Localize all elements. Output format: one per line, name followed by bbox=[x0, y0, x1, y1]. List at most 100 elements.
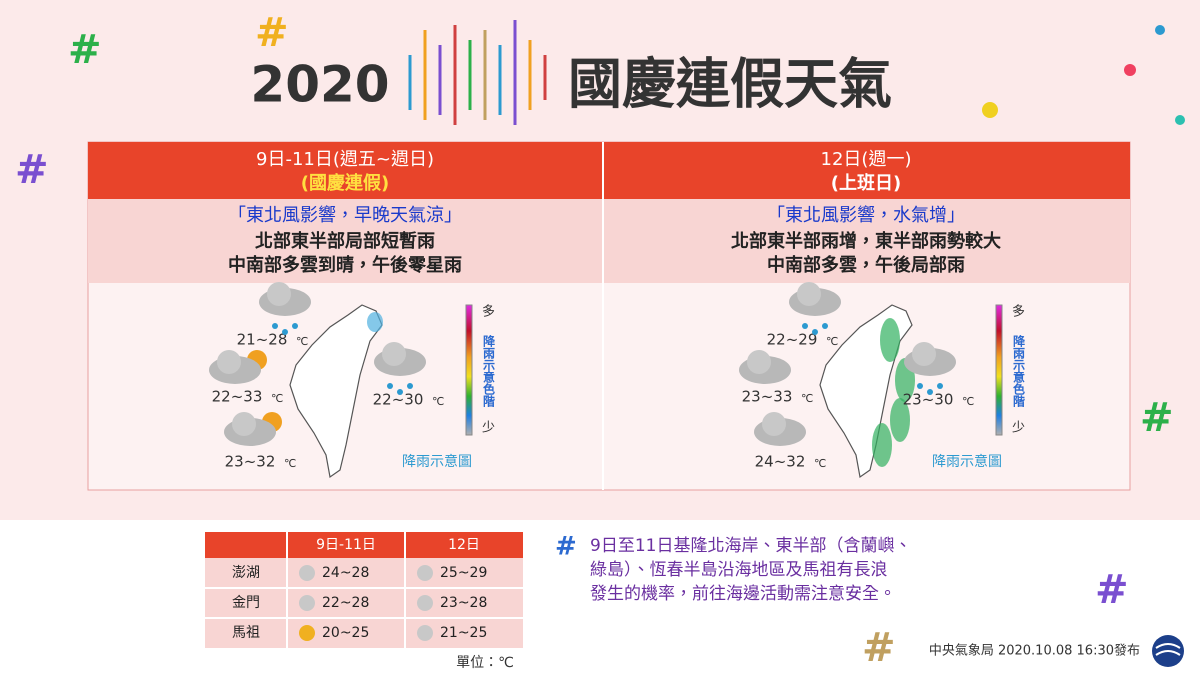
raindrop bbox=[407, 383, 413, 389]
weather-icon bbox=[904, 342, 956, 395]
rain-area bbox=[872, 423, 892, 467]
weather-icon bbox=[789, 282, 841, 335]
weather-mini bbox=[417, 565, 433, 581]
period: 12日(週一) bbox=[821, 149, 912, 170]
raindrop bbox=[292, 323, 298, 329]
table-body bbox=[205, 558, 523, 648]
svg-text:#: # bbox=[255, 10, 289, 56]
svg-text:#: # bbox=[15, 147, 49, 193]
summary-line: 中南部多雲到晴，午後零星雨 bbox=[228, 254, 462, 276]
weather-icon bbox=[754, 412, 806, 446]
raindrop bbox=[822, 323, 828, 329]
scale-label: 降雨示意色階 bbox=[1012, 334, 1026, 408]
scale-high: 多 bbox=[1012, 305, 1025, 320]
temperature: 23~30 bbox=[903, 391, 954, 409]
temperature: 24~32 bbox=[755, 453, 806, 471]
location: 馬祖 bbox=[232, 625, 260, 641]
weather-mini bbox=[299, 625, 315, 641]
scale-label: 降雨示意色階 bbox=[482, 334, 496, 408]
raindrop bbox=[387, 383, 393, 389]
cloud bbox=[747, 350, 771, 374]
weather-icon bbox=[224, 412, 282, 446]
temperature-unit: ℃ bbox=[826, 335, 838, 348]
headline: 「東北風影響，早晚天氣涼」 bbox=[228, 205, 462, 226]
raindrop bbox=[282, 329, 288, 335]
temperature: 21~25 bbox=[440, 625, 487, 641]
weather-icon bbox=[209, 350, 267, 384]
weather-mini bbox=[299, 595, 315, 611]
temperature: 24~28 bbox=[322, 565, 369, 581]
cloud bbox=[232, 412, 256, 436]
summary-line: 中南部多雲，午後局部雨 bbox=[767, 254, 965, 276]
period: 9日-11日(週五~週日) bbox=[256, 149, 434, 170]
headline: 「東北風影響，水氣增」 bbox=[767, 205, 965, 226]
temperature: 25~29 bbox=[440, 565, 487, 581]
rain-area bbox=[890, 398, 910, 442]
rain-area bbox=[880, 318, 900, 362]
cloud bbox=[912, 342, 936, 366]
scale-low: 少 bbox=[1012, 421, 1025, 436]
location: 金門 bbox=[232, 595, 260, 611]
year: 2020 bbox=[250, 56, 389, 114]
column-header: 9日-11日 bbox=[316, 537, 376, 553]
temperature-unit: ℃ bbox=[296, 335, 308, 348]
temperature: 23~32 bbox=[225, 453, 276, 471]
weather-icon bbox=[374, 342, 426, 395]
rain-scale bbox=[465, 304, 473, 436]
cwb-logo-wave bbox=[1155, 643, 1181, 656]
notice-line: 發生的機率，前往海邊活動需注意安全。 bbox=[590, 584, 896, 604]
temperature: 20~25 bbox=[322, 625, 369, 641]
raindrop bbox=[812, 329, 818, 335]
weather-mini bbox=[417, 595, 433, 611]
cloud bbox=[267, 282, 291, 306]
panel-summary bbox=[88, 199, 1130, 283]
period-tag: (上班日) bbox=[831, 173, 901, 194]
panel-header bbox=[88, 142, 1130, 199]
cloud bbox=[762, 412, 786, 436]
weather-icon bbox=[259, 282, 311, 335]
raindrop bbox=[917, 383, 923, 389]
svg-text:#: # bbox=[1095, 567, 1129, 613]
decoration: # # # # # # bbox=[15, 10, 1185, 671]
footer: 中央氣象局 2020.10.08 16:30發布 bbox=[929, 644, 1140, 659]
rain-scale bbox=[995, 304, 1003, 436]
period-tag: (國慶連假) bbox=[301, 172, 389, 194]
summary-line: 北部東半部局部短暫雨 bbox=[255, 230, 435, 252]
bullet: # bbox=[555, 532, 577, 562]
notice-line: 綠島）、恆春半島沿海地區及馬祖有長浪 bbox=[590, 560, 888, 580]
island-table bbox=[205, 532, 523, 648]
logo bbox=[408, 20, 547, 125]
map-caption: 降雨示意圖 bbox=[402, 453, 472, 470]
raindrop bbox=[802, 323, 808, 329]
map-caption: 降雨示意圖 bbox=[932, 453, 1002, 470]
temperature: 23~33 bbox=[742, 388, 793, 406]
rain-area bbox=[367, 312, 383, 332]
unit-note: 單位：℃ bbox=[456, 655, 514, 671]
temperature-unit: ℃ bbox=[284, 457, 296, 470]
scale-low: 少 bbox=[482, 421, 495, 436]
summary-line: 北部東半部雨增，東半部雨勢較大 bbox=[731, 230, 1001, 252]
svg-text:#: # bbox=[862, 625, 896, 671]
temperature-unit: ℃ bbox=[801, 392, 813, 405]
weather-icon bbox=[739, 350, 791, 384]
temperature-unit: ℃ bbox=[814, 457, 826, 470]
scale-high: 多 bbox=[482, 305, 495, 320]
cloud bbox=[797, 282, 821, 306]
title: 國慶連假天氣 bbox=[568, 53, 892, 116]
raindrop bbox=[272, 323, 278, 329]
forecast-panels bbox=[87, 141, 1131, 491]
temperature: 22~29 bbox=[767, 331, 818, 349]
column-header: 12日 bbox=[448, 537, 480, 553]
temperature: 23~28 bbox=[440, 595, 487, 611]
weather-mini bbox=[299, 565, 315, 581]
temperature: 22~33 bbox=[212, 388, 263, 406]
notice-line: 9日至11日基隆北海岸、東半部（含蘭嶼、 bbox=[590, 536, 911, 556]
temperature: 21~28 bbox=[237, 331, 288, 349]
raindrop bbox=[397, 389, 403, 395]
temperature: 22~30 bbox=[373, 391, 424, 409]
lower-background bbox=[0, 520, 1200, 675]
location: 澎湖 bbox=[232, 565, 260, 581]
weather-mini bbox=[417, 625, 433, 641]
